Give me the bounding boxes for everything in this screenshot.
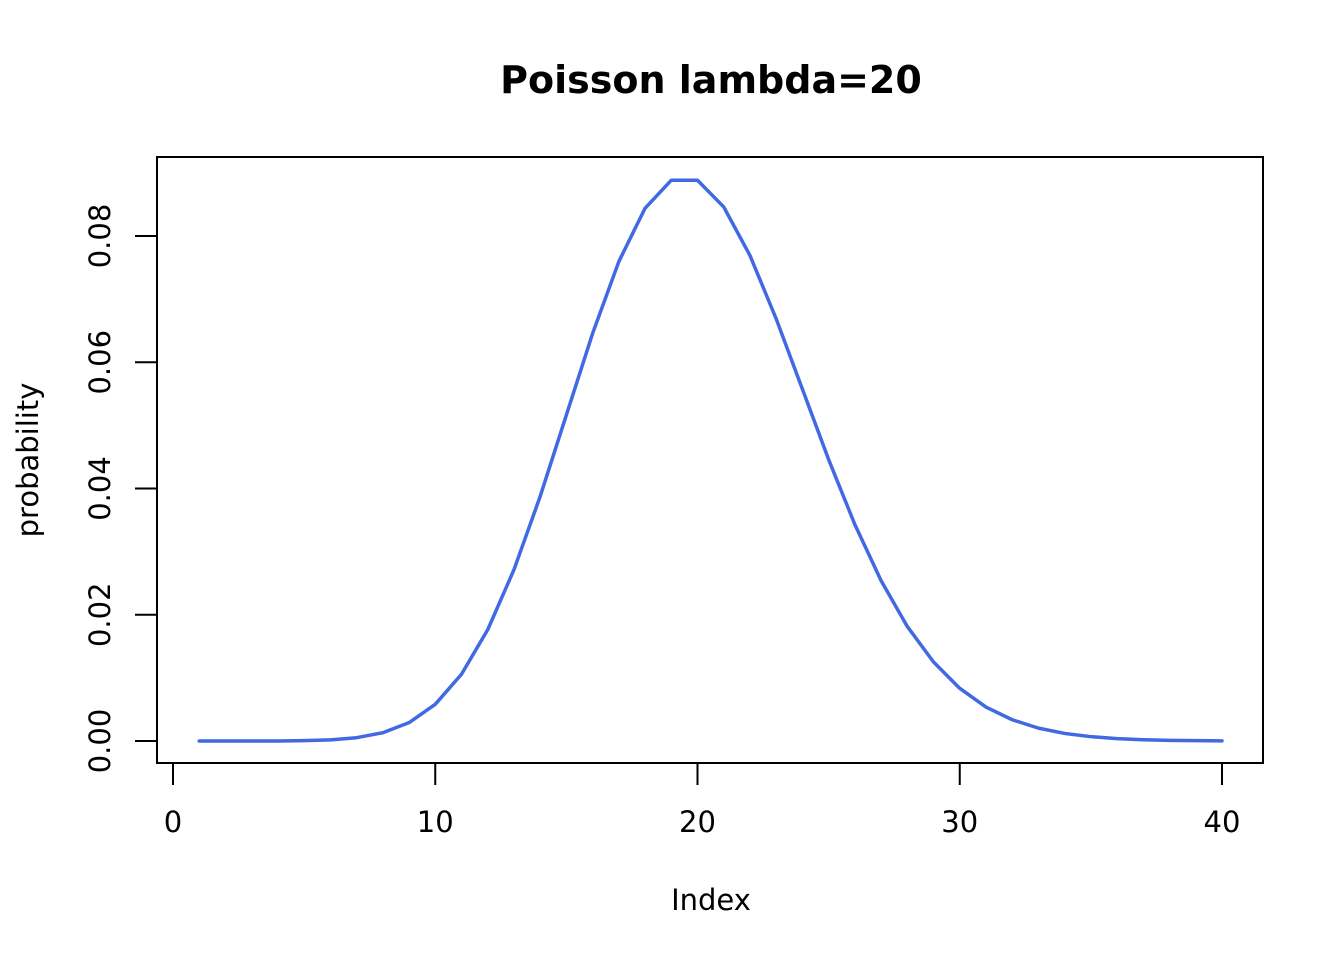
plot-frame [156,156,1264,764]
x-axis: 0 10 20 30 40 [164,762,1241,839]
y-tick-label: 0.04 [83,456,117,521]
y-tick-label: 0.08 [83,204,117,269]
y-tick-label: 0.02 [83,582,117,647]
x-axis-title: Index [671,883,751,917]
y-axis-title: probability [11,383,45,538]
y-axis: 0.00 0.02 0.04 0.06 0.08 [83,204,158,774]
x-tick-label: 30 [941,805,978,839]
chart-title: Poisson lambda=20 [500,58,922,102]
y-tick-label: 0.00 [83,709,117,774]
series-line [197,178,1224,743]
series-layer [197,178,1224,743]
x-tick-label: 10 [417,805,454,839]
x-tick-label: 0 [164,805,182,839]
x-tick-label: 20 [679,805,716,839]
y-tick-label: 0.06 [83,330,117,395]
x-tick-label: 40 [1204,805,1241,839]
